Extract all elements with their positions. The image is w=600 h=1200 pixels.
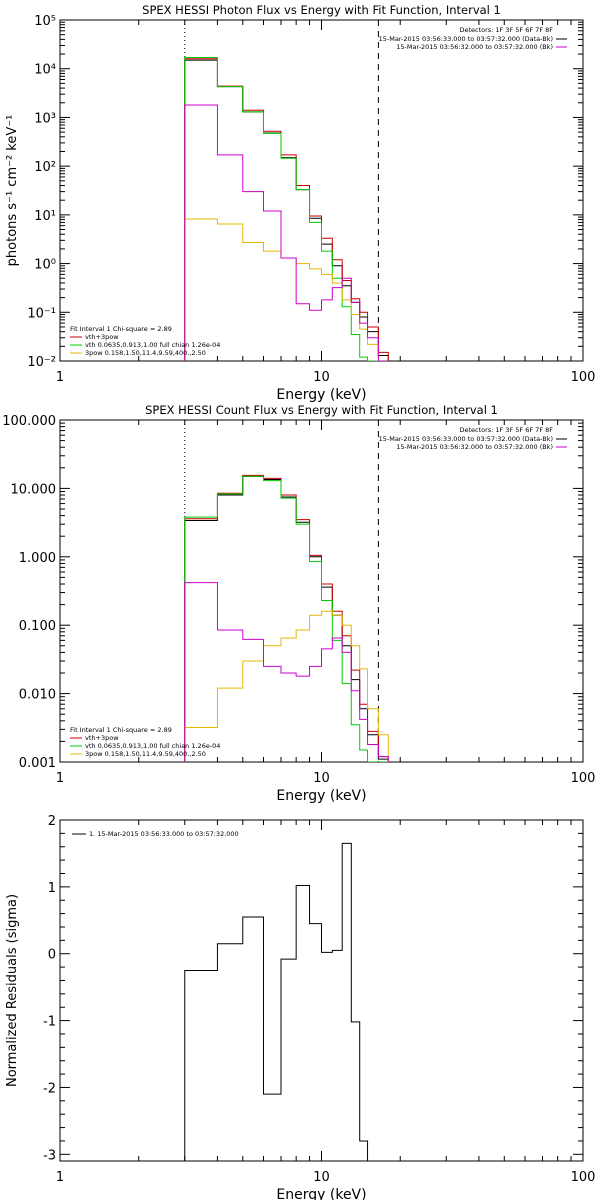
chart-panel-2: SPEX HESSI Count Flux vs Energy with Fit… [2,403,595,804]
x-axis-label: Energy (keV) [276,387,366,403]
legend-entry: 15-Mar-2015 03:56:32.000 to 03:57:32.000… [396,43,553,51]
plot-frame [59,419,584,763]
fit-legend-header: Fit Interval 1 Chi-square = 2.89 [70,325,172,333]
fit-legend-header: Fit Interval 1 Chi-square = 2.89 [70,726,172,734]
chart-panel-3: 1 10 100 Energy (keV) -3 -2 -1 0 1 2 Normalized Re… [5,814,595,1200]
legend-entry: 15-Mar-2015 03:56:32.000 to 03:57:32.000… [396,443,553,451]
x-tick-label: 100 [571,370,596,385]
series-line-5 [184,104,389,361]
legend-header: Detectors: 1F 3F 5F 6F 7F 8F [459,426,553,434]
fit-legend-entry: vth+3pow [85,734,119,742]
y-tick-label: 10.000 [11,482,57,497]
y-tick-label: 2 [48,814,56,829]
x-tick-label: 1 [56,370,64,385]
legend-entry: 15-Mar-2015 03:56:33.000 to 03:57:32.000… [379,35,553,43]
y-tick-label: 10² [34,160,56,175]
y-tick-label: 0.001 [19,756,56,771]
y-tick-label: 10⁰ [34,258,56,273]
x-tick-label: 1 [56,771,64,786]
plot-frame [59,19,584,362]
y-tick-label: 10⁻² [27,355,56,370]
fit-legend-entry: vth+3pow [85,333,119,341]
y-tick-label: -1 [43,1015,56,1030]
y-tick-label: 10⁻¹ [27,306,56,321]
y-axis-label: photons s⁻¹ cm⁻² keV⁻¹ [5,115,20,267]
y-tick-label: 0.100 [19,619,56,634]
x-tick-label: 10 [313,370,330,385]
x-axis-label: Energy (keV) [276,1187,366,1200]
fit-legend-entry: vth 0.0635,0.913,1.00 full chian 1.26e-0… [85,341,220,349]
fit-legend-entry: 3pow 0.158,1.50,11.4,9.59,400.,2.50 [85,349,206,357]
series-line-3 [184,56,389,361]
series-line-2 [184,58,389,361]
y-tick-label: 100.000 [2,414,56,429]
plot-frame [59,819,584,1162]
series-group [184,474,389,762]
y-tick-label: -3 [43,1148,56,1163]
y-tick-label: -2 [43,1081,56,1096]
legend-entry: 1. 15-Mar-2015 03:56:33.000 to 03:57:32.… [89,830,239,838]
chart-panel-1: SPEX HESSI Photon Flux vs Energy with Fi… [5,3,595,403]
x-tick-label: 100 [571,1170,596,1185]
series-line-3 [184,475,389,762]
x-axis-label: Energy (keV) [276,788,366,804]
legend-entry: 15-Mar-2015 03:56:33.000 to 03:57:32.000… [379,435,553,443]
y-axis-label: Normalized Residuals (sigma) [5,894,20,1087]
fit-legend-entry: vth 0.0635,0.913,1.00 full chian 1.26e-0… [85,742,220,750]
series-line-4 [184,610,389,762]
chart-title: SPEX HESSI Photon Flux vs Energy with Fi… [142,3,501,17]
y-tick-label: 1.000 [19,551,56,566]
y-tick-label: 10⁴ [34,63,56,78]
x-tick-label: 100 [571,771,596,786]
fit-legend-entry: 3pow 0.158,1.50,11.4,9.59,400.,2.50 [85,750,206,758]
x-tick-label: 10 [313,771,330,786]
series-line-4 [184,218,389,361]
y-tick-label: 0 [48,948,56,963]
legend-header: Detectors: 1F 3F 5F 6F 7F 8F [459,26,553,34]
y-tick-label: 10¹ [34,209,56,224]
series-group [184,842,379,1161]
y-tick-label: 10⁵ [34,14,56,29]
x-tick-label: 10 [313,1170,330,1185]
x-tick-label: 1 [56,1170,64,1185]
y-tick-label: 0.010 [19,688,56,703]
y-tick-label: 10³ [34,111,56,126]
series-line-2 [184,474,389,762]
series-line-1 [184,842,379,1161]
series-group [184,56,389,361]
y-tick-label: 1 [48,881,56,896]
chart-title: SPEX HESSI Count Flux vs Energy with Fit… [145,403,498,417]
series-line-5 [184,582,389,762]
